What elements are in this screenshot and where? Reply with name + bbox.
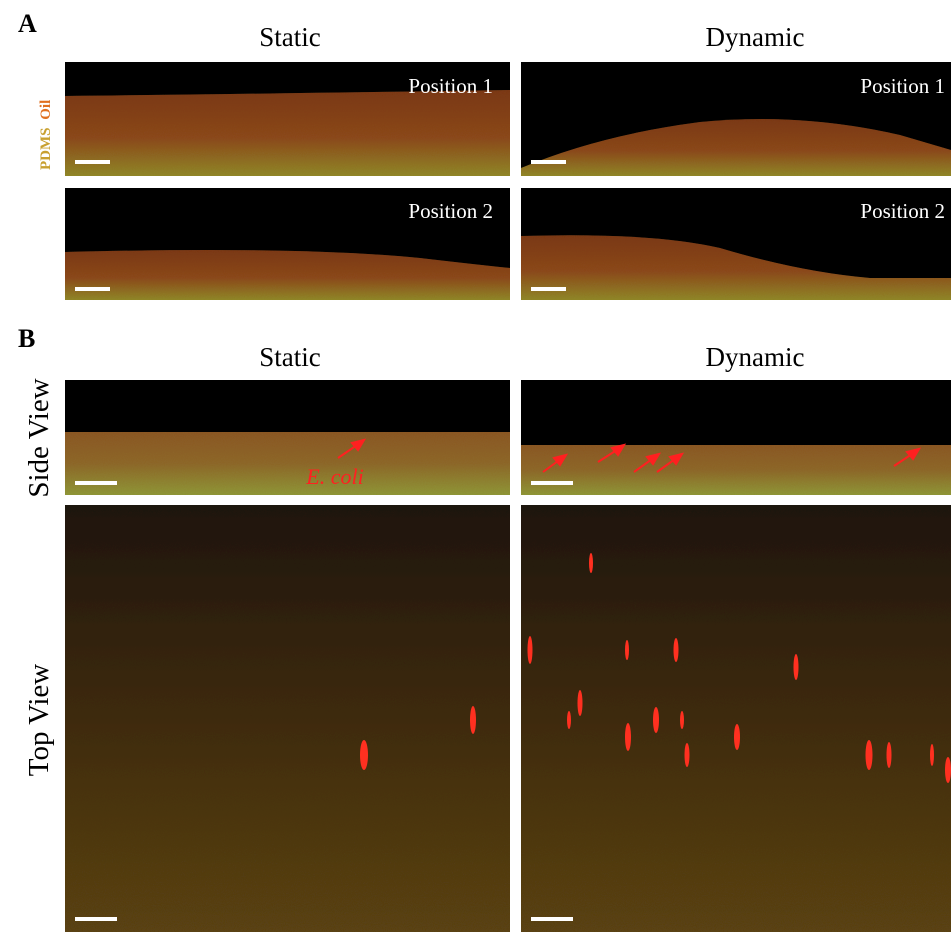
annotation: E. coli [305, 464, 363, 489]
column-title: Dynamic [706, 22, 805, 52]
row-title: Top View [23, 664, 55, 777]
column-title: Dynamic [706, 342, 805, 372]
image [65, 505, 951, 932]
position-label: Position 2 [860, 199, 945, 223]
panel-label: A [18, 9, 37, 38]
column-title: Static [259, 342, 321, 372]
column-title: Static [259, 22, 321, 52]
position-label: Position 1 [860, 74, 945, 98]
panel-label: B [18, 324, 35, 353]
image [65, 380, 951, 495]
position-label: Position 1 [408, 74, 493, 98]
row-title: Side View [23, 378, 55, 497]
position-label: Position 2 [408, 199, 493, 223]
side-label: PDMS Oil [38, 100, 54, 170]
side-label-part: PDMS [38, 128, 54, 171]
image [65, 62, 951, 300]
side-label-part: Oil [38, 100, 54, 120]
